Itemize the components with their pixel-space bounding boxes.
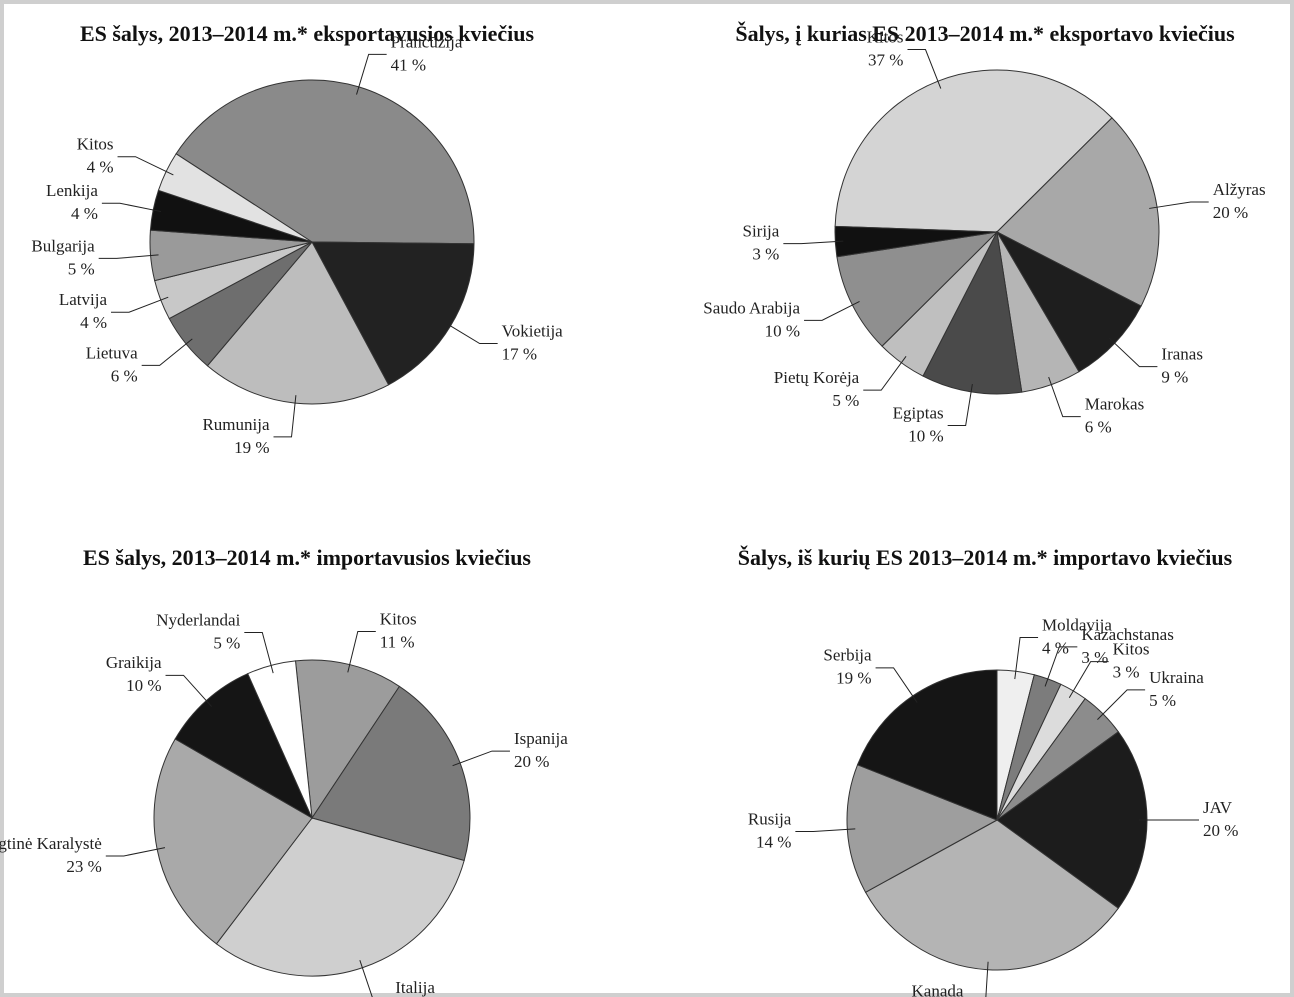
slice-label: Bulgarija	[31, 236, 95, 255]
slice-label: Lenkija	[46, 181, 98, 200]
slice-label: Latvija	[59, 290, 108, 309]
leader-line	[165, 674, 213, 707]
value-label: 5 %	[832, 391, 859, 410]
leader-line	[947, 383, 973, 426]
chart-title: Šalys, į kurias ES 2013–2014 m.* eksport…	[735, 21, 1235, 46]
slice-label: Sirija	[743, 222, 780, 241]
leader-line	[985, 961, 989, 997]
chart-title: ES šalys, 2013–2014 m.* importavusios kv…	[83, 545, 531, 570]
chart-title: ES šalys, 2013–2014 m.* eksportavusios k…	[80, 21, 535, 46]
leader-line	[347, 631, 376, 673]
value-label: 5 %	[1149, 691, 1176, 710]
slice-label: Kitos	[380, 609, 417, 628]
value-label: 5 %	[213, 633, 240, 652]
slice-label: Ispanija	[514, 729, 568, 748]
slice-label: Serbija	[823, 646, 872, 665]
value-label: 3 %	[1113, 663, 1140, 682]
value-label: 37 %	[868, 50, 903, 69]
value-label: 10 %	[765, 321, 800, 340]
slice-label: Kanada	[912, 982, 964, 997]
value-label: 5 %	[68, 259, 95, 278]
slice-label: Kazachstanas	[1081, 625, 1174, 644]
leader-line	[907, 49, 942, 89]
leader-line	[1014, 636, 1039, 680]
leader-line	[804, 300, 860, 321]
leader-line	[443, 321, 498, 345]
value-label: 10 %	[126, 676, 161, 695]
value-label: 41 %	[391, 55, 426, 74]
leader-line	[1044, 646, 1078, 687]
leader-line	[1097, 689, 1146, 720]
leader-line	[105, 847, 166, 857]
leader-line	[1048, 376, 1081, 418]
slice-label: Rusija	[748, 809, 792, 828]
value-label: 11 %	[380, 632, 415, 651]
value-label: 3 %	[752, 245, 779, 264]
slice-label: Graikija	[106, 653, 162, 672]
value-label: 20 %	[1203, 821, 1238, 840]
value-label: 4 %	[87, 158, 114, 177]
leader-line	[1068, 661, 1109, 699]
value-label: 6 %	[111, 366, 138, 385]
leader-line	[875, 667, 918, 703]
slice-label: Kitos	[77, 135, 114, 154]
value-label: 4 %	[71, 204, 98, 223]
leader-line	[863, 355, 907, 391]
value-label: 6 %	[1085, 418, 1112, 437]
leader-line	[1108, 337, 1158, 368]
value-label: 19 %	[234, 438, 269, 457]
slice-label: Kitos	[867, 27, 904, 46]
slice-label: Pietų Korėja	[774, 368, 860, 387]
value-label: 3 %	[1081, 648, 1108, 667]
leader-line	[452, 750, 510, 767]
value-label: 20 %	[1213, 203, 1248, 222]
value-label: 4 %	[1042, 638, 1069, 657]
slice-label: Rumunija	[202, 415, 270, 434]
value-label: 20 %	[514, 752, 549, 771]
leader-line	[98, 254, 159, 259]
slice-label: Ukraina	[1149, 668, 1204, 687]
slice-label: Alžyras	[1213, 180, 1266, 199]
slice-label: Egiptas	[893, 403, 944, 422]
leader-line	[359, 960, 373, 997]
chart-title: Šalys, iš kurių ES 2013–2014 m.* importa…	[738, 545, 1233, 570]
leader-line	[101, 202, 162, 213]
leader-line	[141, 338, 193, 366]
value-label: 4 %	[80, 313, 107, 332]
leader-line	[244, 632, 274, 674]
slice-label: Nyderlandai	[156, 610, 240, 629]
leader-line	[795, 828, 856, 833]
slice-label: Iranas	[1161, 345, 1203, 364]
leader-line	[783, 240, 844, 245]
slice-label: Moldavija	[1042, 615, 1112, 634]
leader-line	[111, 296, 169, 313]
leader-line	[1149, 201, 1209, 209]
value-label: 14 %	[756, 832, 791, 851]
slice-label: Vokietija	[502, 321, 564, 340]
slice-label: JAV	[1203, 798, 1233, 817]
slice-label: Kitos	[1113, 640, 1150, 659]
slice-label: Italija	[395, 978, 435, 997]
value-label: 19 %	[836, 669, 871, 688]
leader-line	[117, 156, 174, 176]
slice-label: Marokas	[1085, 395, 1144, 414]
slice-label: Saudo Arabija	[703, 298, 800, 317]
value-label: 17 %	[502, 344, 537, 363]
leader-line	[356, 53, 387, 95]
value-label: 9 %	[1161, 368, 1188, 387]
leader-line	[273, 395, 297, 438]
value-label: 23 %	[66, 857, 101, 876]
value-label: 10 %	[908, 426, 943, 445]
slice-label: Prancūzija	[391, 32, 463, 51]
slice-label: Jungtinė Karalystė	[0, 834, 102, 853]
slice-label: Lietuva	[86, 343, 138, 362]
